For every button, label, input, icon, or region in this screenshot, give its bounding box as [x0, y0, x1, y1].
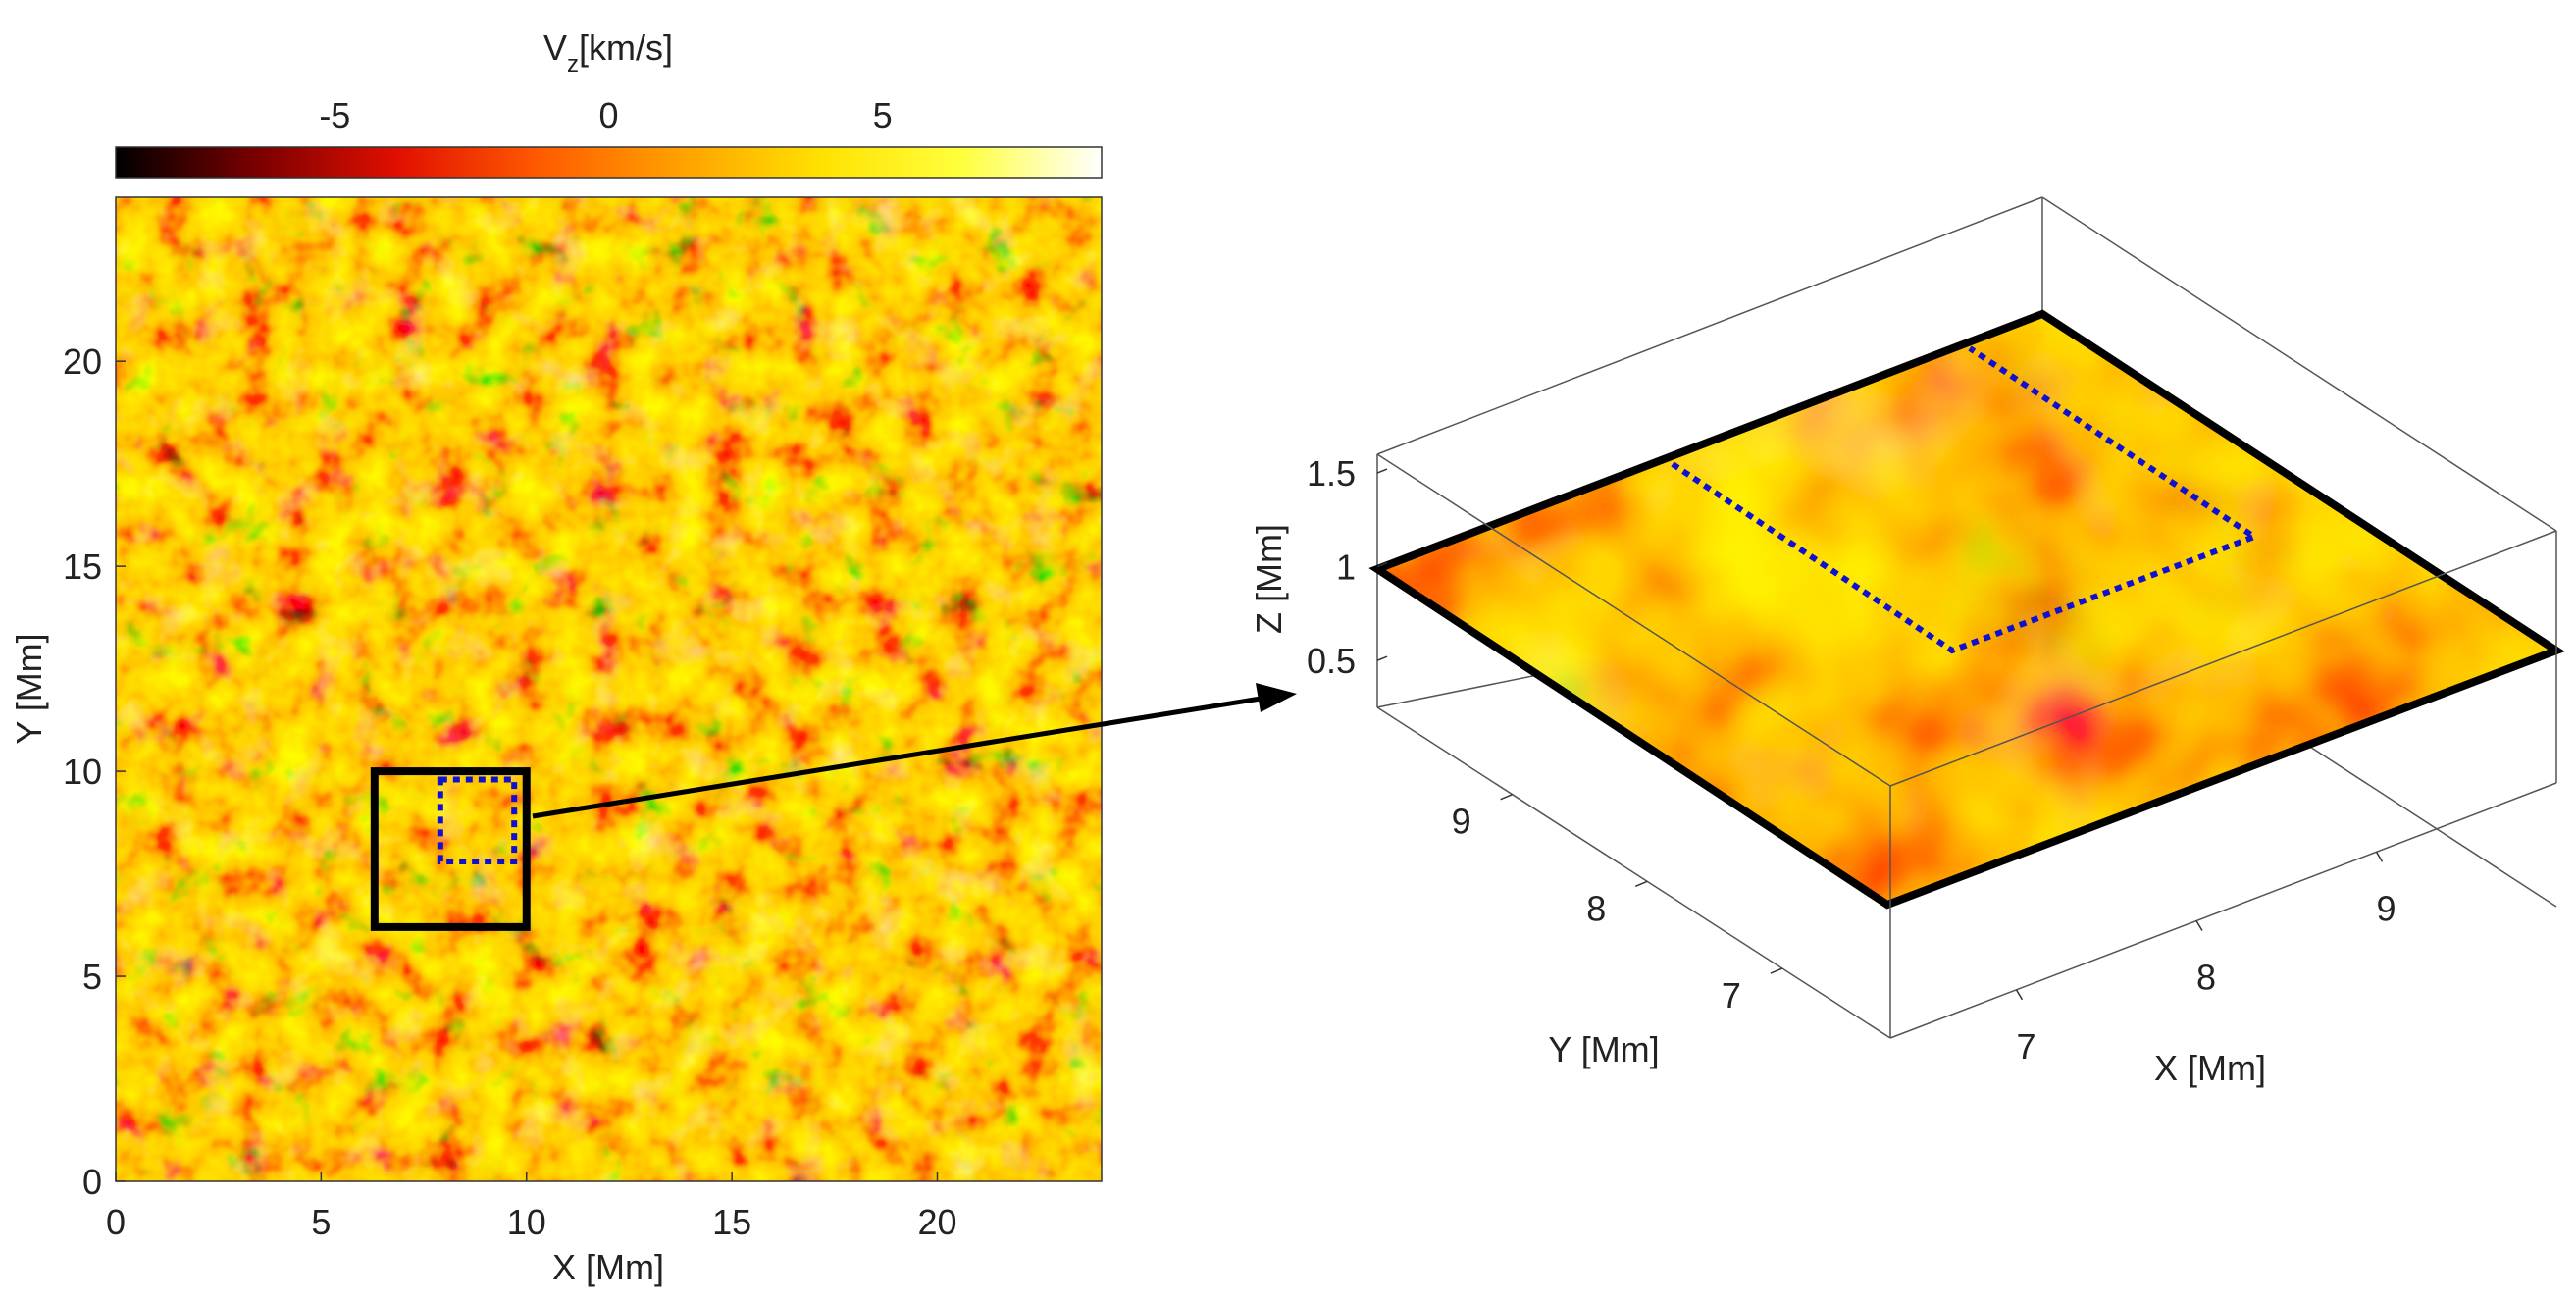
left-x-axis-label: X [Mm] — [552, 1247, 664, 1287]
y-tick-label: 7 — [1722, 975, 1741, 1016]
zoom-arrow — [532, 683, 1297, 819]
left-axes-frame — [115, 196, 1103, 1182]
colorbar-tick-label: -5 — [319, 95, 350, 135]
left-y-tick-label: 10 — [63, 752, 102, 792]
box-front-edges — [1376, 453, 2557, 1039]
z-tick-label: 1 — [1336, 547, 1356, 588]
dotted-region-box — [437, 776, 518, 865]
right-3d-panel: 0.5 1 1.5 7 8 9 7 8 9 Z [Mm] Y [Mm] X [Mm] — [1249, 196, 2565, 1088]
slice-dotted-region — [1671, 345, 2261, 654]
colorbar-tick-label: 5 — [873, 95, 893, 135]
left-y-tick-label: 20 — [63, 341, 102, 382]
z-tick-label: 0.5 — [1307, 641, 1356, 681]
left-y-tick-label: 0 — [82, 1162, 102, 1202]
zoom-region-box — [370, 767, 531, 931]
left-x-tick-label: 20 — [917, 1202, 956, 1242]
left-x-tick-label: 10 — [507, 1202, 546, 1242]
right-z-axis-label: Z [Mm] — [1249, 524, 1289, 634]
z-tick-mark — [1376, 561, 1388, 568]
x-tick-mark — [2015, 989, 2024, 1001]
x-tick-label: 7 — [2016, 1026, 2035, 1067]
colorbar-ticks: -5 0 5 — [319, 95, 893, 155]
colorbar: Vz[km/s] -5 0 5 — [115, 27, 1103, 179]
right-y-axis-label: Y [Mm] — [1548, 1029, 1659, 1069]
z-tick-label: 1.5 — [1307, 453, 1356, 494]
z-tick-mark — [1376, 468, 1388, 474]
right-axes-ticks: 0.5 1 1.5 7 8 9 7 8 9 — [1307, 453, 2396, 1067]
colorbar-gradient — [115, 146, 1103, 179]
x-tick-label: 9 — [2376, 888, 2396, 928]
colorbar-label: Vz[km/s] — [543, 27, 673, 78]
left-x-tick-label: 0 — [106, 1202, 126, 1242]
colorbar-label-sub: z — [567, 51, 579, 78]
left-x-tick-label: 5 — [311, 1202, 331, 1242]
left-y-axis-label: Y [Mm] — [9, 633, 49, 744]
x-tick-label: 8 — [2196, 958, 2216, 998]
y-tick-mark — [1634, 880, 1648, 888]
y-tick-mark — [1500, 793, 1513, 801]
z-tick-mark — [1376, 655, 1388, 661]
colorbar-tick-label: 0 — [598, 95, 618, 135]
y-tick-label: 8 — [1586, 888, 1606, 928]
x-tick-mark — [2195, 920, 2203, 931]
colorbar-label-main: V — [543, 27, 567, 68]
left-y-tick-label: 5 — [82, 957, 102, 997]
right-x-axis-label: X [Mm] — [2154, 1048, 2266, 1088]
left-axes-ticks: 0 5 10 15 20 0 5 10 15 20 — [63, 341, 957, 1242]
zoom-arrow-line — [532, 696, 1262, 819]
y-tick-mark — [1770, 967, 1783, 974]
zoom-arrow-head — [1256, 683, 1297, 712]
vz-slice-image — [1377, 314, 2556, 905]
left-x-tick-label: 15 — [712, 1202, 751, 1242]
x-tick-mark — [2375, 851, 2384, 862]
vz-heatmap-image — [116, 197, 1102, 1181]
left-y-tick-label: 15 — [63, 547, 102, 587]
left-map-panel: 0 5 10 15 20 0 5 10 15 20 X [Mm] Y [Mm] — [9, 196, 1103, 1287]
colorbar-label-unit: [km/s] — [579, 27, 673, 68]
y-tick-label: 9 — [1452, 802, 1471, 842]
